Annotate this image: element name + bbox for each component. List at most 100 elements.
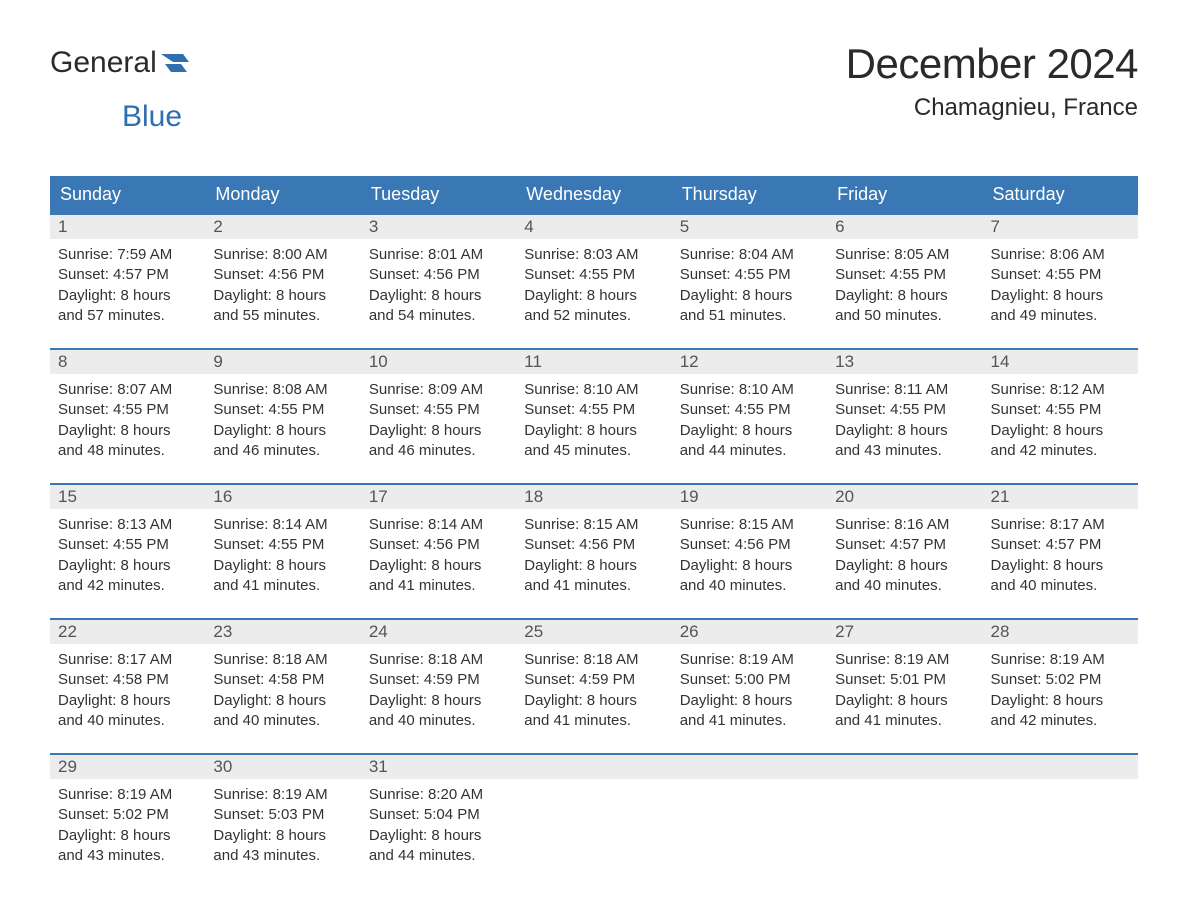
day-number: 16: [205, 485, 360, 509]
day-details: Sunrise: 8:14 AMSunset: 4:56 PMDaylight:…: [361, 509, 516, 600]
day-details: Sunrise: 8:18 AMSunset: 4:58 PMDaylight:…: [205, 644, 360, 735]
calendar-week: 8Sunrise: 8:07 AMSunset: 4:55 PMDaylight…: [50, 348, 1138, 465]
day-number: .: [672, 755, 827, 779]
day-number: .: [983, 755, 1138, 779]
calendar-day: 27Sunrise: 8:19 AMSunset: 5:01 PMDayligh…: [827, 620, 982, 735]
month-title: December 2024: [846, 40, 1138, 88]
day-details: Sunrise: 8:20 AMSunset: 5:04 PMDaylight:…: [361, 779, 516, 870]
day-number: 17: [361, 485, 516, 509]
day-details: Sunrise: 8:10 AMSunset: 4:55 PMDaylight:…: [672, 374, 827, 465]
calendar-day: 14Sunrise: 8:12 AMSunset: 4:55 PMDayligh…: [983, 350, 1138, 465]
day-details: Sunrise: 8:17 AMSunset: 4:58 PMDaylight:…: [50, 644, 205, 735]
day-number: .: [516, 755, 671, 779]
calendar-day: 6Sunrise: 8:05 AMSunset: 4:55 PMDaylight…: [827, 215, 982, 330]
day-label-mon: Monday: [205, 176, 360, 213]
calendar-day: 1Sunrise: 7:59 AMSunset: 4:57 PMDaylight…: [50, 215, 205, 330]
day-number: 9: [205, 350, 360, 374]
calendar-week: 22Sunrise: 8:17 AMSunset: 4:58 PMDayligh…: [50, 618, 1138, 735]
day-number: 3: [361, 215, 516, 239]
day-number: 15: [50, 485, 205, 509]
day-number: 22: [50, 620, 205, 644]
calendar-day: 16Sunrise: 8:14 AMSunset: 4:55 PMDayligh…: [205, 485, 360, 600]
calendar-day: 7Sunrise: 8:06 AMSunset: 4:55 PMDaylight…: [983, 215, 1138, 330]
day-label-sun: Sunday: [50, 176, 205, 213]
day-number: 31: [361, 755, 516, 779]
day-number: 20: [827, 485, 982, 509]
calendar-day: 30Sunrise: 8:19 AMSunset: 5:03 PMDayligh…: [205, 755, 360, 870]
calendar-day: 31Sunrise: 8:20 AMSunset: 5:04 PMDayligh…: [361, 755, 516, 870]
day-details: Sunrise: 7:59 AMSunset: 4:57 PMDaylight:…: [50, 239, 205, 330]
day-number: 6: [827, 215, 982, 239]
calendar-day: 22Sunrise: 8:17 AMSunset: 4:58 PMDayligh…: [50, 620, 205, 735]
calendar-day: 5Sunrise: 8:04 AMSunset: 4:55 PMDaylight…: [672, 215, 827, 330]
day-details: Sunrise: 8:01 AMSunset: 4:56 PMDaylight:…: [361, 239, 516, 330]
calendar-week: 15Sunrise: 8:13 AMSunset: 4:55 PMDayligh…: [50, 483, 1138, 600]
day-label-fri: Friday: [827, 176, 982, 213]
day-details: Sunrise: 8:03 AMSunset: 4:55 PMDaylight:…: [516, 239, 671, 330]
calendar-week: 1Sunrise: 7:59 AMSunset: 4:57 PMDaylight…: [50, 213, 1138, 330]
calendar-day: 24Sunrise: 8:18 AMSunset: 4:59 PMDayligh…: [361, 620, 516, 735]
day-number: 14: [983, 350, 1138, 374]
day-details: Sunrise: 8:09 AMSunset: 4:55 PMDaylight:…: [361, 374, 516, 465]
day-label-wed: Wednesday: [516, 176, 671, 213]
calendar-day: 13Sunrise: 8:11 AMSunset: 4:55 PMDayligh…: [827, 350, 982, 465]
day-number: 2: [205, 215, 360, 239]
calendar-week: 29Sunrise: 8:19 AMSunset: 5:02 PMDayligh…: [50, 753, 1138, 870]
calendar-day: 29Sunrise: 8:19 AMSunset: 5:02 PMDayligh…: [50, 755, 205, 870]
day-details: Sunrise: 8:19 AMSunset: 5:00 PMDaylight:…: [672, 644, 827, 735]
calendar-day: 23Sunrise: 8:18 AMSunset: 4:58 PMDayligh…: [205, 620, 360, 735]
day-details: Sunrise: 8:18 AMSunset: 4:59 PMDaylight:…: [361, 644, 516, 735]
day-number: 1: [50, 215, 205, 239]
day-details: Sunrise: 8:19 AMSunset: 5:02 PMDaylight:…: [50, 779, 205, 870]
calendar-day: 18Sunrise: 8:15 AMSunset: 4:56 PMDayligh…: [516, 485, 671, 600]
day-number: 21: [983, 485, 1138, 509]
day-details: Sunrise: 8:10 AMSunset: 4:55 PMDaylight:…: [516, 374, 671, 465]
day-number: 5: [672, 215, 827, 239]
day-details: Sunrise: 8:19 AMSunset: 5:03 PMDaylight:…: [205, 779, 360, 870]
day-details: Sunrise: 8:16 AMSunset: 4:57 PMDaylight:…: [827, 509, 982, 600]
calendar-day: .: [827, 755, 982, 870]
calendar-day: 9Sunrise: 8:08 AMSunset: 4:55 PMDaylight…: [205, 350, 360, 465]
day-details: Sunrise: 8:14 AMSunset: 4:55 PMDaylight:…: [205, 509, 360, 600]
calendar-day: 2Sunrise: 8:00 AMSunset: 4:56 PMDaylight…: [205, 215, 360, 330]
day-number: 28: [983, 620, 1138, 644]
calendar-day: 11Sunrise: 8:10 AMSunset: 4:55 PMDayligh…: [516, 350, 671, 465]
day-details: Sunrise: 8:17 AMSunset: 4:57 PMDaylight:…: [983, 509, 1138, 600]
day-details: Sunrise: 8:13 AMSunset: 4:55 PMDaylight:…: [50, 509, 205, 600]
calendar-day: 3Sunrise: 8:01 AMSunset: 4:56 PMDaylight…: [361, 215, 516, 330]
calendar-day: .: [672, 755, 827, 870]
day-details: Sunrise: 8:12 AMSunset: 4:55 PMDaylight:…: [983, 374, 1138, 465]
day-number: 4: [516, 215, 671, 239]
calendar-day: 19Sunrise: 8:15 AMSunset: 4:56 PMDayligh…: [672, 485, 827, 600]
calendar-day: 4Sunrise: 8:03 AMSunset: 4:55 PMDaylight…: [516, 215, 671, 330]
day-number: 10: [361, 350, 516, 374]
calendar-day: .: [516, 755, 671, 870]
day-details: Sunrise: 8:08 AMSunset: 4:55 PMDaylight:…: [205, 374, 360, 465]
day-number: .: [827, 755, 982, 779]
calendar-day: .: [983, 755, 1138, 870]
day-details: Sunrise: 8:15 AMSunset: 4:56 PMDaylight:…: [516, 509, 671, 600]
calendar-day: 12Sunrise: 8:10 AMSunset: 4:55 PMDayligh…: [672, 350, 827, 465]
day-details: Sunrise: 8:00 AMSunset: 4:56 PMDaylight:…: [205, 239, 360, 330]
calendar-header-row: Sunday Monday Tuesday Wednesday Thursday…: [50, 176, 1138, 213]
day-number: 29: [50, 755, 205, 779]
calendar-day: 17Sunrise: 8:14 AMSunset: 4:56 PMDayligh…: [361, 485, 516, 600]
day-label-sat: Saturday: [983, 176, 1138, 213]
day-label-tue: Tuesday: [361, 176, 516, 213]
day-number: 27: [827, 620, 982, 644]
day-number: 30: [205, 755, 360, 779]
calendar-day: 15Sunrise: 8:13 AMSunset: 4:55 PMDayligh…: [50, 485, 205, 600]
day-number: 24: [361, 620, 516, 644]
day-number: 26: [672, 620, 827, 644]
day-number: 19: [672, 485, 827, 509]
day-number: 11: [516, 350, 671, 374]
calendar: Sunday Monday Tuesday Wednesday Thursday…: [50, 176, 1138, 870]
calendar-day: 26Sunrise: 8:19 AMSunset: 5:00 PMDayligh…: [672, 620, 827, 735]
day-number: 25: [516, 620, 671, 644]
day-label-thu: Thursday: [672, 176, 827, 213]
calendar-day: 8Sunrise: 8:07 AMSunset: 4:55 PMDaylight…: [50, 350, 205, 465]
day-details: Sunrise: 8:11 AMSunset: 4:55 PMDaylight:…: [827, 374, 982, 465]
location-label: Chamagnieu, France: [846, 94, 1138, 122]
day-details: Sunrise: 8:05 AMSunset: 4:55 PMDaylight:…: [827, 239, 982, 330]
calendar-day: 20Sunrise: 8:16 AMSunset: 4:57 PMDayligh…: [827, 485, 982, 600]
